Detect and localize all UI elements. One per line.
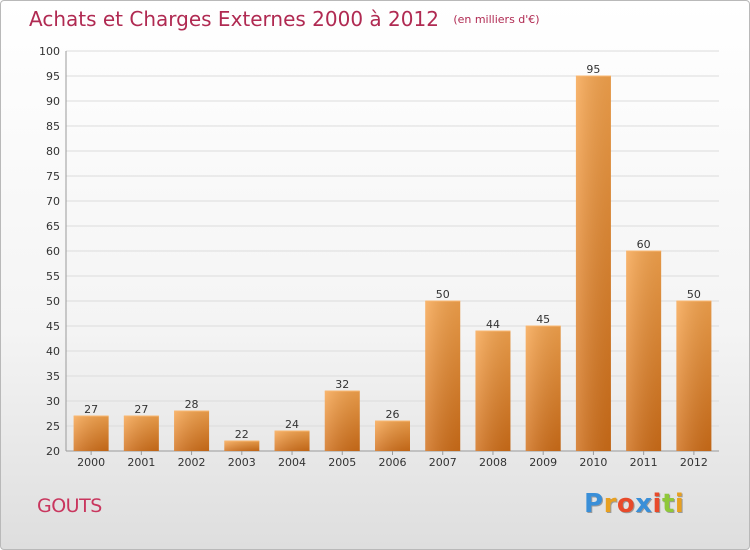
y-tick-label: 50 [46, 295, 60, 308]
y-tick-label: 40 [46, 345, 60, 358]
y-tick-label: 80 [46, 145, 60, 158]
data-label: 32 [335, 378, 349, 391]
data-label: 27 [84, 403, 98, 416]
bar-shade [626, 251, 662, 451]
x-tick-label: 2012 [680, 456, 708, 469]
data-label: 22 [235, 428, 249, 441]
data-label: 27 [134, 403, 148, 416]
brand-letter: P [584, 489, 604, 519]
labels: 20 25 30 35 40 45 50 55 60 65 70 75 80 85 90 95 100 27 200… [39, 45, 708, 469]
brand-letter: x [635, 489, 653, 519]
y-tick-label: 20 [46, 445, 60, 458]
data-label: 45 [536, 313, 550, 326]
bar-shade [375, 421, 410, 451]
title-text: Achats et Charges Externes 2000 à 2012 [29, 7, 439, 31]
data-label: 24 [285, 418, 299, 431]
bar-shade [174, 411, 210, 451]
bar-shade [475, 331, 511, 451]
x-tick-label: 2009 [529, 456, 557, 469]
bar-shade [425, 301, 461, 451]
y-tick-label: 30 [46, 395, 60, 408]
x-tick-label: 2007 [429, 456, 457, 469]
y-tick-label: 90 [46, 95, 60, 108]
x-tick-label: 2006 [379, 456, 407, 469]
bar-shade [274, 431, 310, 451]
x-tick-label: 2002 [178, 456, 206, 469]
y-tick-label: 70 [46, 195, 60, 208]
bar-shade [224, 441, 260, 451]
y-tick-label: 25 [46, 420, 60, 433]
brand-letter: o [616, 489, 636, 519]
grid-lines [66, 50, 719, 427]
x-tick-label: 2001 [127, 456, 155, 469]
data-label: 28 [185, 398, 199, 411]
data-label: 50 [436, 288, 450, 301]
y-tick-label: 65 [46, 220, 60, 233]
bar-shade [676, 301, 712, 451]
y-tick-label: 75 [46, 170, 60, 183]
y-tick-label: 95 [46, 70, 60, 83]
bar-shade [525, 326, 561, 451]
axes [65, 51, 719, 455]
x-tick-label: 2008 [479, 456, 507, 469]
brand-letter: i [674, 489, 685, 519]
chart-title: Achats et Charges Externes 2000 à 2012 (… [29, 7, 540, 31]
y-tick-label: 100 [39, 45, 60, 58]
y-tick-label: 55 [46, 270, 60, 283]
y-tick-label: 45 [46, 320, 60, 333]
bar-shade [123, 416, 159, 451]
bar-shade [324, 391, 360, 451]
y-tick-label: 60 [46, 245, 60, 258]
data-label: 50 [687, 288, 701, 301]
x-tick-label: 2000 [77, 456, 105, 469]
data-label: 95 [586, 63, 600, 76]
data-label: 44 [486, 318, 500, 331]
data-label: 60 [637, 238, 651, 251]
data-label: 26 [386, 408, 400, 421]
brand-letter: t [661, 489, 675, 519]
x-tick-label: 2003 [228, 456, 256, 469]
chart-subtitle: (en milliers d'€) [453, 13, 540, 26]
x-tick-label: 2004 [278, 456, 306, 469]
x-tick-label: 2005 [328, 456, 356, 469]
commune-name: GOUTS [37, 495, 102, 517]
brand-letter: i [652, 489, 662, 519]
y-tick-label: 85 [46, 120, 60, 133]
bar-shade [73, 416, 109, 451]
brand-letter: r [603, 489, 617, 519]
bars [73, 75, 712, 451]
x-tick-label: 2010 [579, 456, 607, 469]
y-tick-label: 35 [46, 370, 60, 383]
x-tick-label: 2011 [630, 456, 658, 469]
brand-logo: Proxiti [584, 489, 684, 519]
bar-shade [575, 76, 611, 451]
